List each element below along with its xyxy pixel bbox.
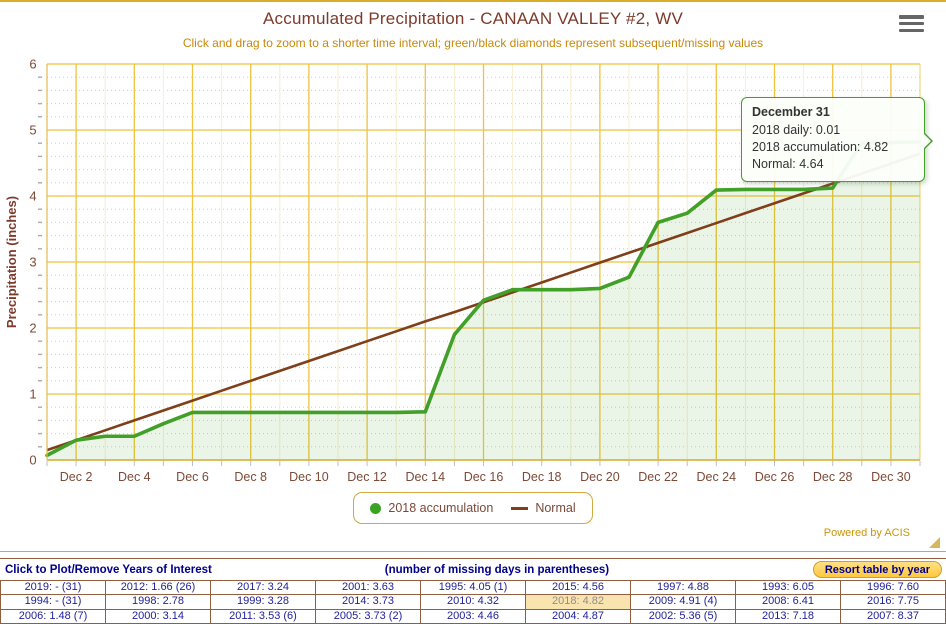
tooltip-normal-value: Normal: 4.64	[752, 157, 824, 171]
year-cell[interactable]: 1999: 3.28	[210, 594, 316, 610]
accumulation-line	[45, 140, 922, 458]
year-cell[interactable]: 1994: - (31)	[0, 594, 106, 610]
chart-subtitle: Click and drag to zoom to a shorter time…	[182, 36, 764, 50]
x-axis-tick-label: Dec 18	[522, 470, 562, 484]
x-axis-tick-label: Dec 22	[638, 470, 678, 484]
powered-by-acis-link[interactable]: Powered by ACIS	[823, 527, 910, 539]
year-cell[interactable]: 2005: 3.73 (2)	[315, 608, 421, 624]
year-cell[interactable]: 2008: 6.41	[735, 594, 841, 610]
resort-table-by-year-button[interactable]: Resort table by year	[812, 561, 942, 578]
year-cell[interactable]: 2009: 4.91 (4)	[630, 594, 736, 610]
years-table-section: Click to Plot/Remove Years of Interest (…	[0, 558, 946, 624]
year-cell[interactable]: 1998: 2.78	[105, 594, 211, 610]
year-cell[interactable]: 2016: 7.75	[840, 594, 946, 610]
table-header-instruction: Click to Plot/Remove Years of Interest	[5, 563, 212, 576]
y-axis-tick-label: 2	[29, 321, 36, 336]
legend-label: Normal	[535, 501, 576, 515]
year-cell[interactable]: 2017: 3.24	[210, 579, 316, 596]
year-cell[interactable]: 2004: 4.87	[525, 608, 631, 624]
chart-plot-area[interactable]: Dec 2 Dec 4 Dec 6 Dec 8 Dec 10 Dec 12 Dec 14 De…	[0, 56, 946, 492]
x-axis-tick-label: Dec 20	[580, 470, 620, 484]
y-axis-tick-label: 6	[29, 57, 36, 72]
year-cell[interactable]: 1997: 4.88	[630, 579, 736, 596]
table-row: 1994: - (31) 1998: 2.78 1999: 3.28 2014: 3.…	[0, 594, 946, 610]
year-cell[interactable]: 2015: 4.56	[525, 579, 631, 596]
x-axis-tick-label: Dec 28	[813, 470, 853, 484]
x-axis-tick-label: Dec 6	[176, 470, 209, 484]
year-cell[interactable]: 2013: 7.18	[735, 608, 841, 624]
table-header-note: (number of missing days in parentheses)	[384, 563, 610, 576]
x-axis-tick-label: Dec 8	[234, 470, 267, 484]
year-cell[interactable]: 1996: 7.60	[840, 579, 946, 596]
y-axis-tick-label: 5	[29, 123, 36, 138]
x-axis-tick-label: Dec 10	[289, 470, 329, 484]
year-cell[interactable]: 2003: 4.46	[420, 608, 526, 624]
year-cell[interactable]: 2019: - (31)	[0, 579, 106, 596]
year-cell[interactable]: 2001: 3.63	[315, 579, 421, 596]
x-axis-tick-label: Dec 2	[60, 470, 93, 484]
x-axis-tick-label: Dec 24	[696, 470, 736, 484]
legend: 2018 accumulation Normal	[0, 492, 946, 524]
x-axis-tick-label: Dec 30	[871, 470, 911, 484]
year-cell[interactable]: 2014: 3.73	[315, 594, 421, 610]
legend-label: 2018 accumulation	[388, 501, 494, 515]
x-axis-tick-label: Dec 4	[118, 470, 151, 484]
chart-tooltip: December 31 2018 daily: 0.01 2018 accumu…	[741, 97, 933, 182]
table-row: 2006: 1.48 (7) 2000: 3.14 2011: 3.53 (6) 20…	[0, 608, 946, 624]
year-cell[interactable]: 2010: 4.32	[420, 594, 526, 610]
brown-line-marker-icon	[511, 506, 529, 510]
year-cell[interactable]: 2007: 8.37	[840, 608, 946, 624]
x-axis-tick-label: Dec 16	[464, 470, 504, 484]
y-axis-tick-label: 3	[29, 255, 36, 270]
legend-item-normal[interactable]: Normal	[511, 501, 576, 515]
top-gold-border	[0, 0, 946, 2]
year-cell[interactable]: 2000: 3.14	[105, 608, 211, 624]
table-row: 2019: - (31) 2012: 1.66 (26) 2017: 3.24 200…	[0, 579, 946, 596]
tooltip-daily-value: 2018 daily: 0.01	[752, 123, 841, 137]
chart-bottom-border	[0, 551, 946, 552]
y-axis-title: Precipitation (inches)	[4, 196, 19, 328]
tooltip-date: December 31	[752, 105, 830, 119]
year-cell[interactable]: 2012: 1.66 (26)	[105, 579, 211, 596]
chart-title: Accumulated Precipitation - CANAAN VALLE…	[263, 9, 683, 28]
x-axis-tick-label: Dec 12	[347, 470, 387, 484]
years-values-table: 2019: - (31) 2012: 1.66 (26) 2017: 3.24 200…	[0, 579, 946, 624]
hamburger-menu-icon[interactable]	[899, 15, 924, 32]
year-cell[interactable]: 2002: 5.36 (5)	[630, 608, 736, 624]
legend-item-2018-accumulation[interactable]: 2018 accumulation	[370, 501, 493, 515]
year-cell[interactable]: 2018: 4.82	[525, 594, 631, 610]
tooltip-accumulation-value: 2018 accumulation: 4.82	[752, 140, 889, 154]
resize-handle-icon[interactable]	[929, 537, 940, 548]
year-cell[interactable]: 2011: 3.53 (6)	[210, 608, 316, 624]
year-cell[interactable]: 2006: 1.48 (7)	[0, 608, 106, 624]
years-table-header: Click to Plot/Remove Years of Interest (…	[0, 559, 946, 580]
y-axis-tick-label: 1	[29, 387, 36, 402]
x-axis-tick-label: Dec 26	[755, 470, 795, 484]
year-cell[interactable]: 1995: 4.05 (1)	[420, 579, 526, 596]
y-axis-tick-label: 0	[29, 453, 36, 468]
green-circle-marker-icon	[370, 502, 382, 514]
year-cell[interactable]: 1993: 6.05	[735, 579, 841, 596]
x-axis-tick-label: Dec 14	[405, 470, 445, 484]
y-axis-tick-label: 4	[29, 189, 36, 204]
